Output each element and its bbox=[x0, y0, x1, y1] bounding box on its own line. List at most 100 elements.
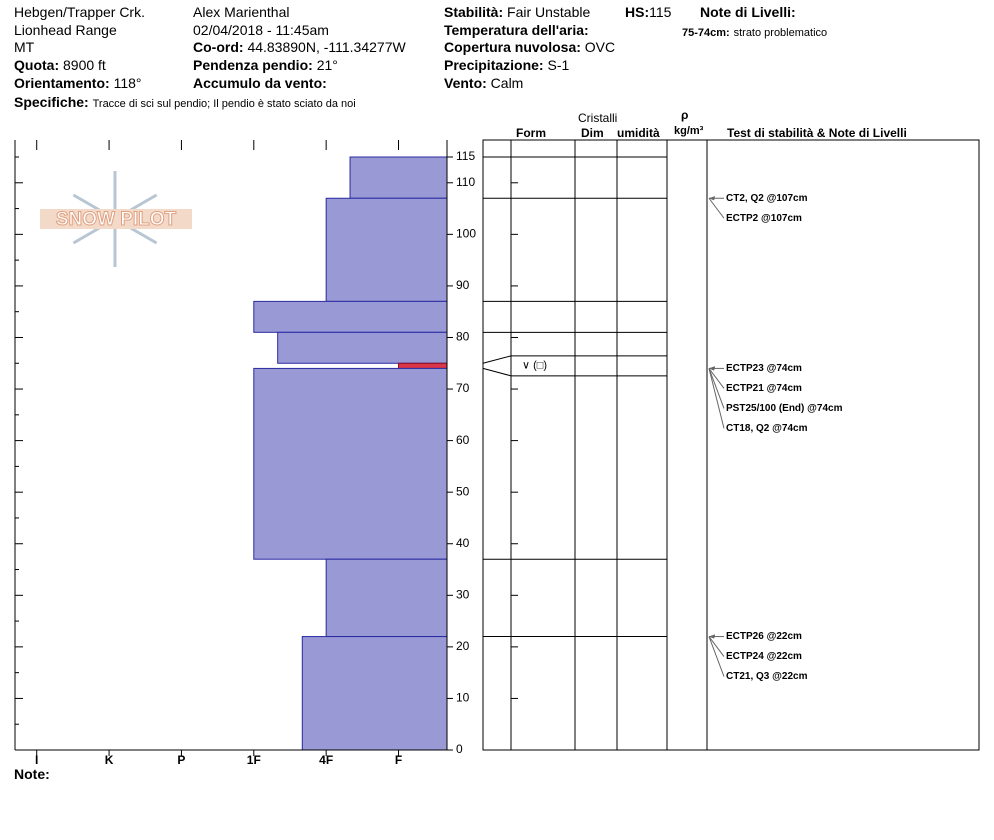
test-arrowhead bbox=[709, 196, 715, 201]
observer: Alex Marienthal bbox=[193, 4, 290, 20]
sky: Copertura nuvolosa: OVC bbox=[444, 39, 615, 55]
label: Specifiche: bbox=[14, 94, 89, 110]
air-temp: Temperatura dell'aria: bbox=[444, 22, 589, 38]
value: Calm bbox=[490, 75, 524, 91]
col-crystals: Cristalli bbox=[578, 111, 618, 125]
test-arrowhead bbox=[709, 366, 715, 371]
value: 21° bbox=[316, 57, 338, 73]
test-arrow bbox=[708, 368, 725, 429]
test-arrowhead bbox=[709, 634, 715, 639]
x-tick-label: I bbox=[35, 753, 38, 767]
coord: Co-ord: 44.83890N, -111.34277W bbox=[193, 39, 406, 55]
value: strato problematico bbox=[733, 27, 828, 39]
hardness-layer bbox=[398, 362, 448, 369]
test-arrow bbox=[708, 636, 725, 657]
col-tests: Test di stabilità & Note di Livelli bbox=[727, 126, 907, 140]
value: S-1 bbox=[547, 57, 570, 73]
value: 8900 ft bbox=[63, 57, 106, 73]
y-tick-label: 10 bbox=[456, 691, 470, 705]
y-tick-label: 80 bbox=[456, 330, 470, 344]
y-tick-label: 90 bbox=[456, 278, 470, 292]
hardness-layer bbox=[277, 331, 448, 364]
test-arrow bbox=[708, 368, 725, 409]
value: 115 bbox=[649, 4, 672, 20]
x-tick-label: 1F bbox=[247, 753, 261, 767]
col-density: ρ bbox=[681, 108, 689, 122]
test-label: CT2, Q2 @107cm bbox=[726, 193, 808, 204]
y-tick-label: 0 bbox=[456, 742, 463, 756]
y-tick-label: 50 bbox=[456, 484, 470, 498]
x-tick-label: F bbox=[395, 753, 402, 767]
table-frame bbox=[482, 139, 980, 751]
hardness-layer bbox=[253, 367, 448, 560]
precip: Precipitazione: S-1 bbox=[444, 57, 569, 73]
elevation: Quota: 8900 ft bbox=[14, 57, 106, 73]
hardness-layer bbox=[349, 156, 448, 199]
value: 44.83890N, -111.34277W bbox=[247, 39, 406, 55]
layer-notes-label: Note di Livelli: bbox=[700, 4, 796, 20]
range: Lionhead Range bbox=[14, 22, 117, 38]
test-arrow bbox=[708, 368, 725, 389]
specifics: Specifiche: Tracce di sci sul pendio; Il… bbox=[14, 94, 356, 112]
stability: Stabilità: Fair Unstable bbox=[444, 4, 590, 20]
label: Pendenza pendio: bbox=[193, 57, 313, 73]
test-label: PST25/100 (End) @74cm bbox=[726, 403, 843, 414]
value: OVC bbox=[584, 39, 616, 55]
x-tick-label: 4F bbox=[319, 753, 333, 767]
label: Co-ord: bbox=[193, 39, 244, 55]
label: Copertura nuvolosa: bbox=[444, 39, 581, 55]
state: MT bbox=[14, 39, 35, 55]
hardness-layer bbox=[325, 558, 448, 638]
y-tick-label: 115 bbox=[456, 149, 475, 163]
test-label: ECTP24 @22cm bbox=[726, 651, 802, 662]
label: Stabilità: bbox=[444, 4, 504, 20]
hs: HS:115 bbox=[625, 4, 671, 20]
col-form: Form bbox=[516, 126, 546, 140]
y-tick-label: 100 bbox=[456, 227, 476, 241]
test-label: ECTP26 @22cm bbox=[726, 631, 802, 642]
label: Quota: bbox=[14, 57, 60, 73]
col-size: Dim bbox=[581, 126, 604, 140]
test-label: CT21, Q3 @22cm bbox=[726, 671, 808, 682]
label: Precipitazione: bbox=[444, 57, 544, 73]
y-tick-label: 60 bbox=[456, 433, 470, 447]
label: Orientamento: bbox=[14, 75, 110, 91]
x-tick-label: K bbox=[105, 753, 114, 767]
value: Tracce di sci sul pendio; Il pendio è st… bbox=[92, 98, 356, 110]
test-arrow bbox=[708, 197, 725, 219]
hardness-layer bbox=[301, 636, 448, 751]
label: Vento: bbox=[444, 75, 487, 91]
logo-text: SNOW PILOT bbox=[56, 209, 177, 230]
col-density-unit: kg/m³ bbox=[674, 125, 704, 137]
wind-loading: Accumulo da vento: bbox=[193, 75, 327, 91]
location: Hebgen/Trapper Crk. bbox=[14, 4, 145, 20]
y-tick-label: 30 bbox=[456, 587, 470, 601]
x-tick-label: P bbox=[177, 753, 185, 767]
layer-connector bbox=[482, 355, 512, 364]
test-label: CT18, Q2 @74cm bbox=[726, 423, 808, 434]
value: 118° bbox=[113, 75, 142, 91]
label: HS: bbox=[625, 4, 650, 20]
slope: Pendenza pendio: 21° bbox=[193, 57, 338, 73]
y-tick-label: 40 bbox=[456, 536, 470, 550]
y-tick-label: 20 bbox=[456, 639, 470, 653]
datetime: 02/04/2018 - 11:45am bbox=[193, 22, 329, 38]
layer-note: 75-74cm: strato problematico bbox=[682, 23, 827, 41]
test-label: ECTP2 @107cm bbox=[726, 213, 802, 224]
test-arrow bbox=[708, 636, 725, 677]
hardness-layer bbox=[253, 300, 448, 333]
logo-band bbox=[40, 209, 192, 229]
label: 75-74cm: bbox=[682, 27, 730, 39]
aspect: Orientamento: 118° bbox=[14, 75, 142, 91]
crystal-form: ∨ (□) bbox=[522, 360, 547, 372]
note-label: Note: bbox=[14, 766, 50, 782]
y-tick-label: 70 bbox=[456, 381, 470, 395]
wind: Vento: Calm bbox=[444, 75, 523, 91]
layer-connector bbox=[482, 367, 512, 377]
test-label: ECTP21 @74cm bbox=[726, 383, 802, 394]
y-tick-label: 110 bbox=[456, 175, 475, 189]
hardness-layer bbox=[325, 197, 448, 302]
value: Fair Unstable bbox=[507, 4, 591, 20]
